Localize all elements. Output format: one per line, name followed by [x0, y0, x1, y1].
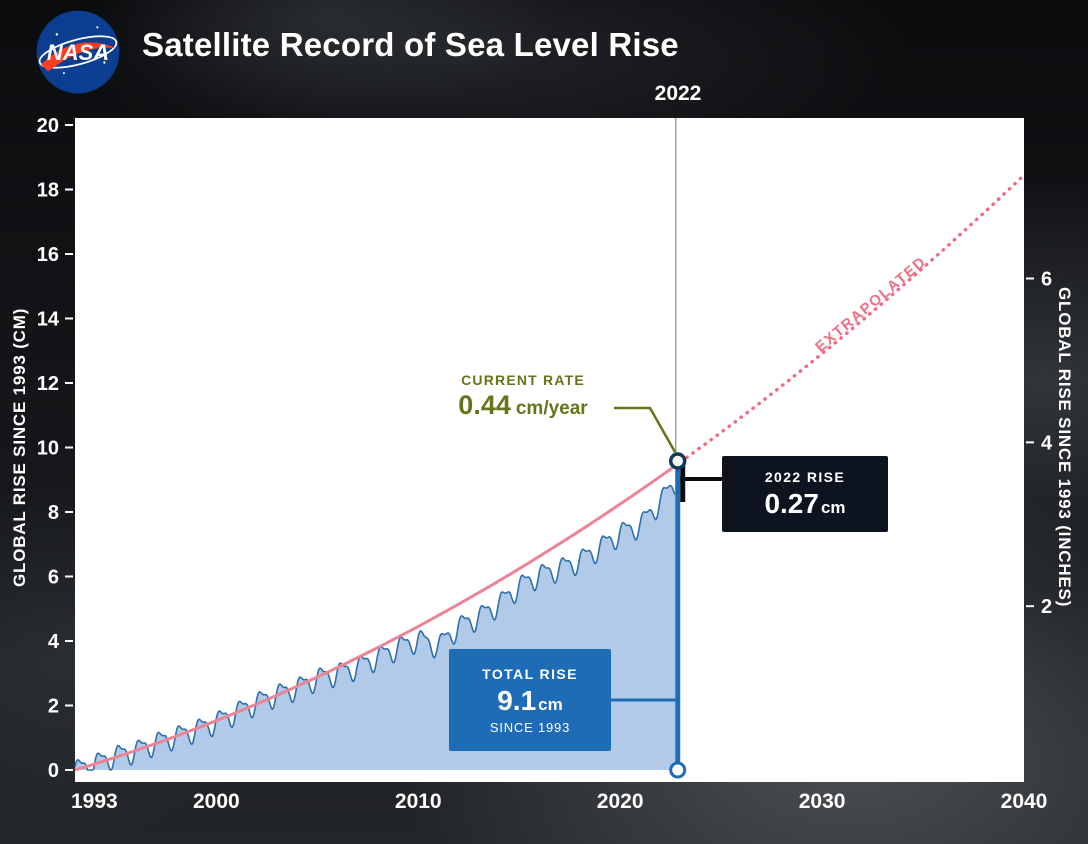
- current-rate-value-row: 0.44 cm/year: [430, 390, 616, 421]
- total-rise-label: TOTAL RISE: [482, 665, 578, 682]
- x-tick-label: 1993: [71, 790, 118, 813]
- y-tick-label-left: 2: [48, 696, 59, 718]
- x-tick-label: 2040: [1001, 790, 1048, 813]
- y-axis-label-left: GLOBAL RISE SINCE 1993 (CM): [10, 307, 29, 587]
- rise-2022-label: 2022 RISE: [764, 468, 846, 485]
- extrapolated-line: [679, 173, 1026, 464]
- nasa-orbit-ellipse: [38, 35, 118, 69]
- x-tick-label: 2020: [597, 790, 644, 813]
- top-marker-circle: [668, 452, 687, 470]
- y-tick-label-left: 16: [37, 244, 59, 266]
- bottom-marker-circle: [669, 761, 687, 779]
- total-rise-units: cm: [538, 694, 563, 714]
- y-tick-label-left: 10: [37, 438, 59, 460]
- rise-2022-badge: 2022 RISE 0.27 cm: [722, 456, 888, 532]
- trend-line: [74, 460, 682, 772]
- y-tick-label-left: 18: [37, 180, 59, 202]
- page-title: Satellite Record of Sea Level Rise: [142, 26, 679, 63]
- y-tick-label-left: 20: [37, 115, 59, 137]
- y-tick-label-left: 0: [48, 760, 59, 782]
- y-tick-label-left: 14: [37, 309, 60, 331]
- y-tick-label-left: 4: [48, 631, 60, 653]
- y-tick-label-right: 6: [1041, 269, 1052, 291]
- x-tick-label: 2030: [799, 790, 846, 813]
- y-axis-label-right: GLOBAL RISE SINCE 1993 (INCHES): [1055, 286, 1074, 608]
- nasa-red-swoosh: [41, 42, 117, 72]
- current-rate-value: 0.44: [458, 390, 511, 420]
- current-rate-annotation: CURRENT RATE 0.44 cm/year: [430, 372, 616, 421]
- y-tick-label-right: 4: [1041, 432, 1053, 454]
- y-tick-label-left: 12: [37, 373, 59, 395]
- rise-2022-value-row: 0.27 cm: [764, 488, 845, 520]
- header: NASA Satellite Record of Sea Level Rise: [0, 0, 1088, 100]
- rise-2022-units: cm: [820, 497, 846, 517]
- current-rate-title: CURRENT RATE: [461, 372, 585, 388]
- nasa-logo: NASA: [34, 8, 122, 96]
- y-tick-label-right: 2: [1041, 596, 1052, 618]
- current-rate-units: cm/year: [515, 398, 588, 419]
- nasa-logo-graphic: NASA: [36, 10, 120, 94]
- observed-line: [74, 476, 682, 771]
- x-tick-label: 2000: [193, 790, 240, 813]
- total-rise-sub: SINCE 1993: [489, 719, 571, 735]
- y-tick-label-left: 6: [48, 567, 59, 589]
- marker-year-label: 2022: [654, 82, 702, 105]
- total-rise-badge: TOTAL RISE 9.1 cm SINCE 1993: [449, 649, 611, 751]
- x-tick-label: 2010: [395, 790, 442, 813]
- y-tick-label-left: 8: [48, 502, 59, 524]
- total-rise-value-row: 9.1 cm: [497, 685, 563, 717]
- total-rise-value: 9.1: [497, 684, 537, 716]
- rise-2022-value: 0.27: [764, 487, 819, 519]
- nasa-logo-text: NASA: [47, 40, 109, 65]
- current-rate-connector: [614, 406, 677, 453]
